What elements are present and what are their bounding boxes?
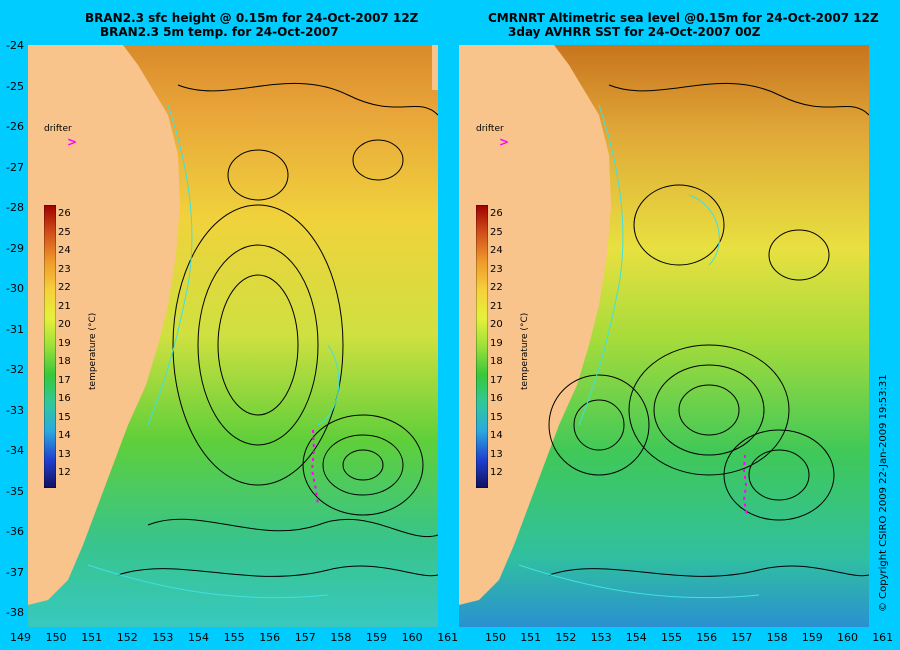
- left-contours: [117, 82, 438, 577]
- left-title-line1: BRAN2.3 sfc height @ 0.15m for 24-Oct-20…: [85, 11, 419, 25]
- left-drifter-label: drifter: [44, 124, 72, 134]
- x-tick-label: 160: [837, 631, 858, 644]
- colorbar-tick-label: 19: [490, 337, 503, 349]
- left-map-panel: [28, 45, 438, 627]
- right-cyan-contours: [518, 104, 760, 599]
- x-tick-label: 155: [661, 631, 682, 644]
- colorbar-tick-label: 15: [490, 411, 503, 423]
- x-tick-label: 151: [520, 631, 542, 644]
- colorbar-tick-label: 22: [490, 282, 503, 293]
- colorbar-tick-label: 23: [490, 263, 503, 275]
- x-tick-label: 150: [45, 631, 67, 644]
- colorbar-tick-label: 15: [58, 411, 71, 423]
- y-tick-label: -32: [6, 363, 24, 376]
- right-colorbar-title: temperature (°C): [520, 312, 530, 390]
- colorbar-tick-label: 24: [490, 245, 503, 256]
- x-tick-label: 159: [366, 631, 387, 644]
- colorbar-tick-label: 26: [490, 208, 503, 219]
- y-tick-label: -26: [6, 120, 24, 133]
- x-tick-label: 156: [259, 631, 281, 644]
- x-tick-label: 161: [872, 631, 894, 644]
- x-tick-label: 159: [801, 631, 823, 644]
- colorbar-tick-label: 21: [490, 300, 503, 312]
- colorbar-tick-label: 13: [490, 448, 503, 460]
- left-colorbar: [44, 205, 56, 488]
- colorbar-tick-label: 25: [58, 226, 71, 238]
- right-drifter-marker: >: [499, 135, 510, 149]
- x-tick-label: 149: [10, 631, 31, 644]
- y-tick-label: -36: [6, 525, 24, 538]
- y-tick-label: -30: [6, 282, 24, 295]
- x-tick-label: 154: [625, 631, 647, 644]
- left-land-east: [432, 45, 438, 90]
- colorbar-tick-label: 26: [58, 208, 71, 219]
- right-contours: [548, 82, 869, 577]
- colorbar-tick-label: 20: [58, 319, 71, 330]
- colorbar-tick-label: 22: [58, 282, 71, 293]
- right-drifter-label: drifter: [476, 124, 504, 134]
- right-title-line2: 3day AVHRR SST for 24-Oct-2007 00Z: [508, 25, 761, 39]
- colorbar-tick-label: 16: [58, 393, 71, 404]
- y-tick-label: -35: [6, 484, 24, 498]
- colorbar-tick-label: 18: [58, 356, 71, 367]
- right-title-line1: CMRNRT Altimetric sea level @0.15m for 2…: [488, 11, 879, 25]
- colorbar-tick-label: 12: [490, 467, 503, 478]
- x-tick-label: 158: [330, 631, 352, 644]
- colorbar-tick-label: 14: [58, 430, 71, 441]
- colorbar-tick-label: 13: [58, 448, 71, 460]
- x-tick-label: 161: [437, 631, 459, 644]
- colorbar-tick-label: 25: [490, 226, 503, 238]
- colorbar-tick-label: 24: [58, 245, 71, 256]
- y-tick-label: -27: [6, 160, 24, 174]
- right-coastline-land: [459, 45, 611, 605]
- x-tick-label: 154: [188, 631, 209, 644]
- x-tick-label: 157: [294, 631, 316, 644]
- colorbar-tick-label: 16: [490, 393, 503, 404]
- colorbar-tick-label: 19: [58, 337, 71, 349]
- x-tick-label: 155: [223, 631, 245, 644]
- left-coastline-land: [28, 45, 180, 605]
- y-tick-label: -28: [6, 201, 24, 214]
- x-tick-label: 156: [696, 631, 718, 644]
- left-cyan-contours: [87, 104, 340, 599]
- x-tick-label: 151: [81, 631, 103, 644]
- colorbar-tick-label: 18: [490, 356, 503, 367]
- left-drifter-marker: >: [67, 135, 78, 149]
- y-tick-label: -25: [6, 79, 24, 93]
- y-tick-label: -33: [6, 403, 24, 417]
- colorbar-tick-label: 12: [58, 467, 71, 478]
- y-tick-label: -37: [6, 565, 24, 579]
- x-tick-label: 153: [152, 631, 174, 644]
- y-tick-label: -38: [6, 606, 24, 619]
- right-colorbar: [476, 205, 488, 488]
- x-tick-label: 158: [766, 631, 788, 644]
- colorbar-tick-label: 23: [58, 263, 71, 275]
- x-tick-label: 157: [731, 631, 753, 644]
- y-tick-label: -31: [6, 322, 24, 336]
- x-tick-label: 160: [401, 631, 423, 644]
- colorbar-tick-label: 21: [58, 300, 71, 312]
- left-title-line2: BRAN2.3 5m temp. for 24-Oct-2007: [100, 25, 339, 39]
- x-tick-label: 150: [485, 631, 506, 644]
- colorbar-tick-label: 14: [490, 430, 503, 441]
- right-map-panel: [459, 45, 869, 627]
- colorbar-tick-label: 20: [490, 319, 503, 330]
- left-colorbar-title: temperature (°C): [88, 312, 98, 390]
- y-tick-label: -24: [6, 39, 24, 52]
- colorbar-tick-label: 17: [58, 374, 71, 386]
- y-tick-label: -29: [6, 241, 24, 255]
- colorbar-tick-label: 17: [490, 374, 503, 386]
- x-tick-label: 153: [590, 631, 612, 644]
- x-tick-label: 152: [116, 631, 138, 644]
- y-tick-label: -34: [6, 444, 24, 457]
- x-tick-label: 152: [555, 631, 577, 644]
- copyright-notice: © Copyright CSIRO 2009 22-Jan-2009 19:53…: [878, 374, 889, 612]
